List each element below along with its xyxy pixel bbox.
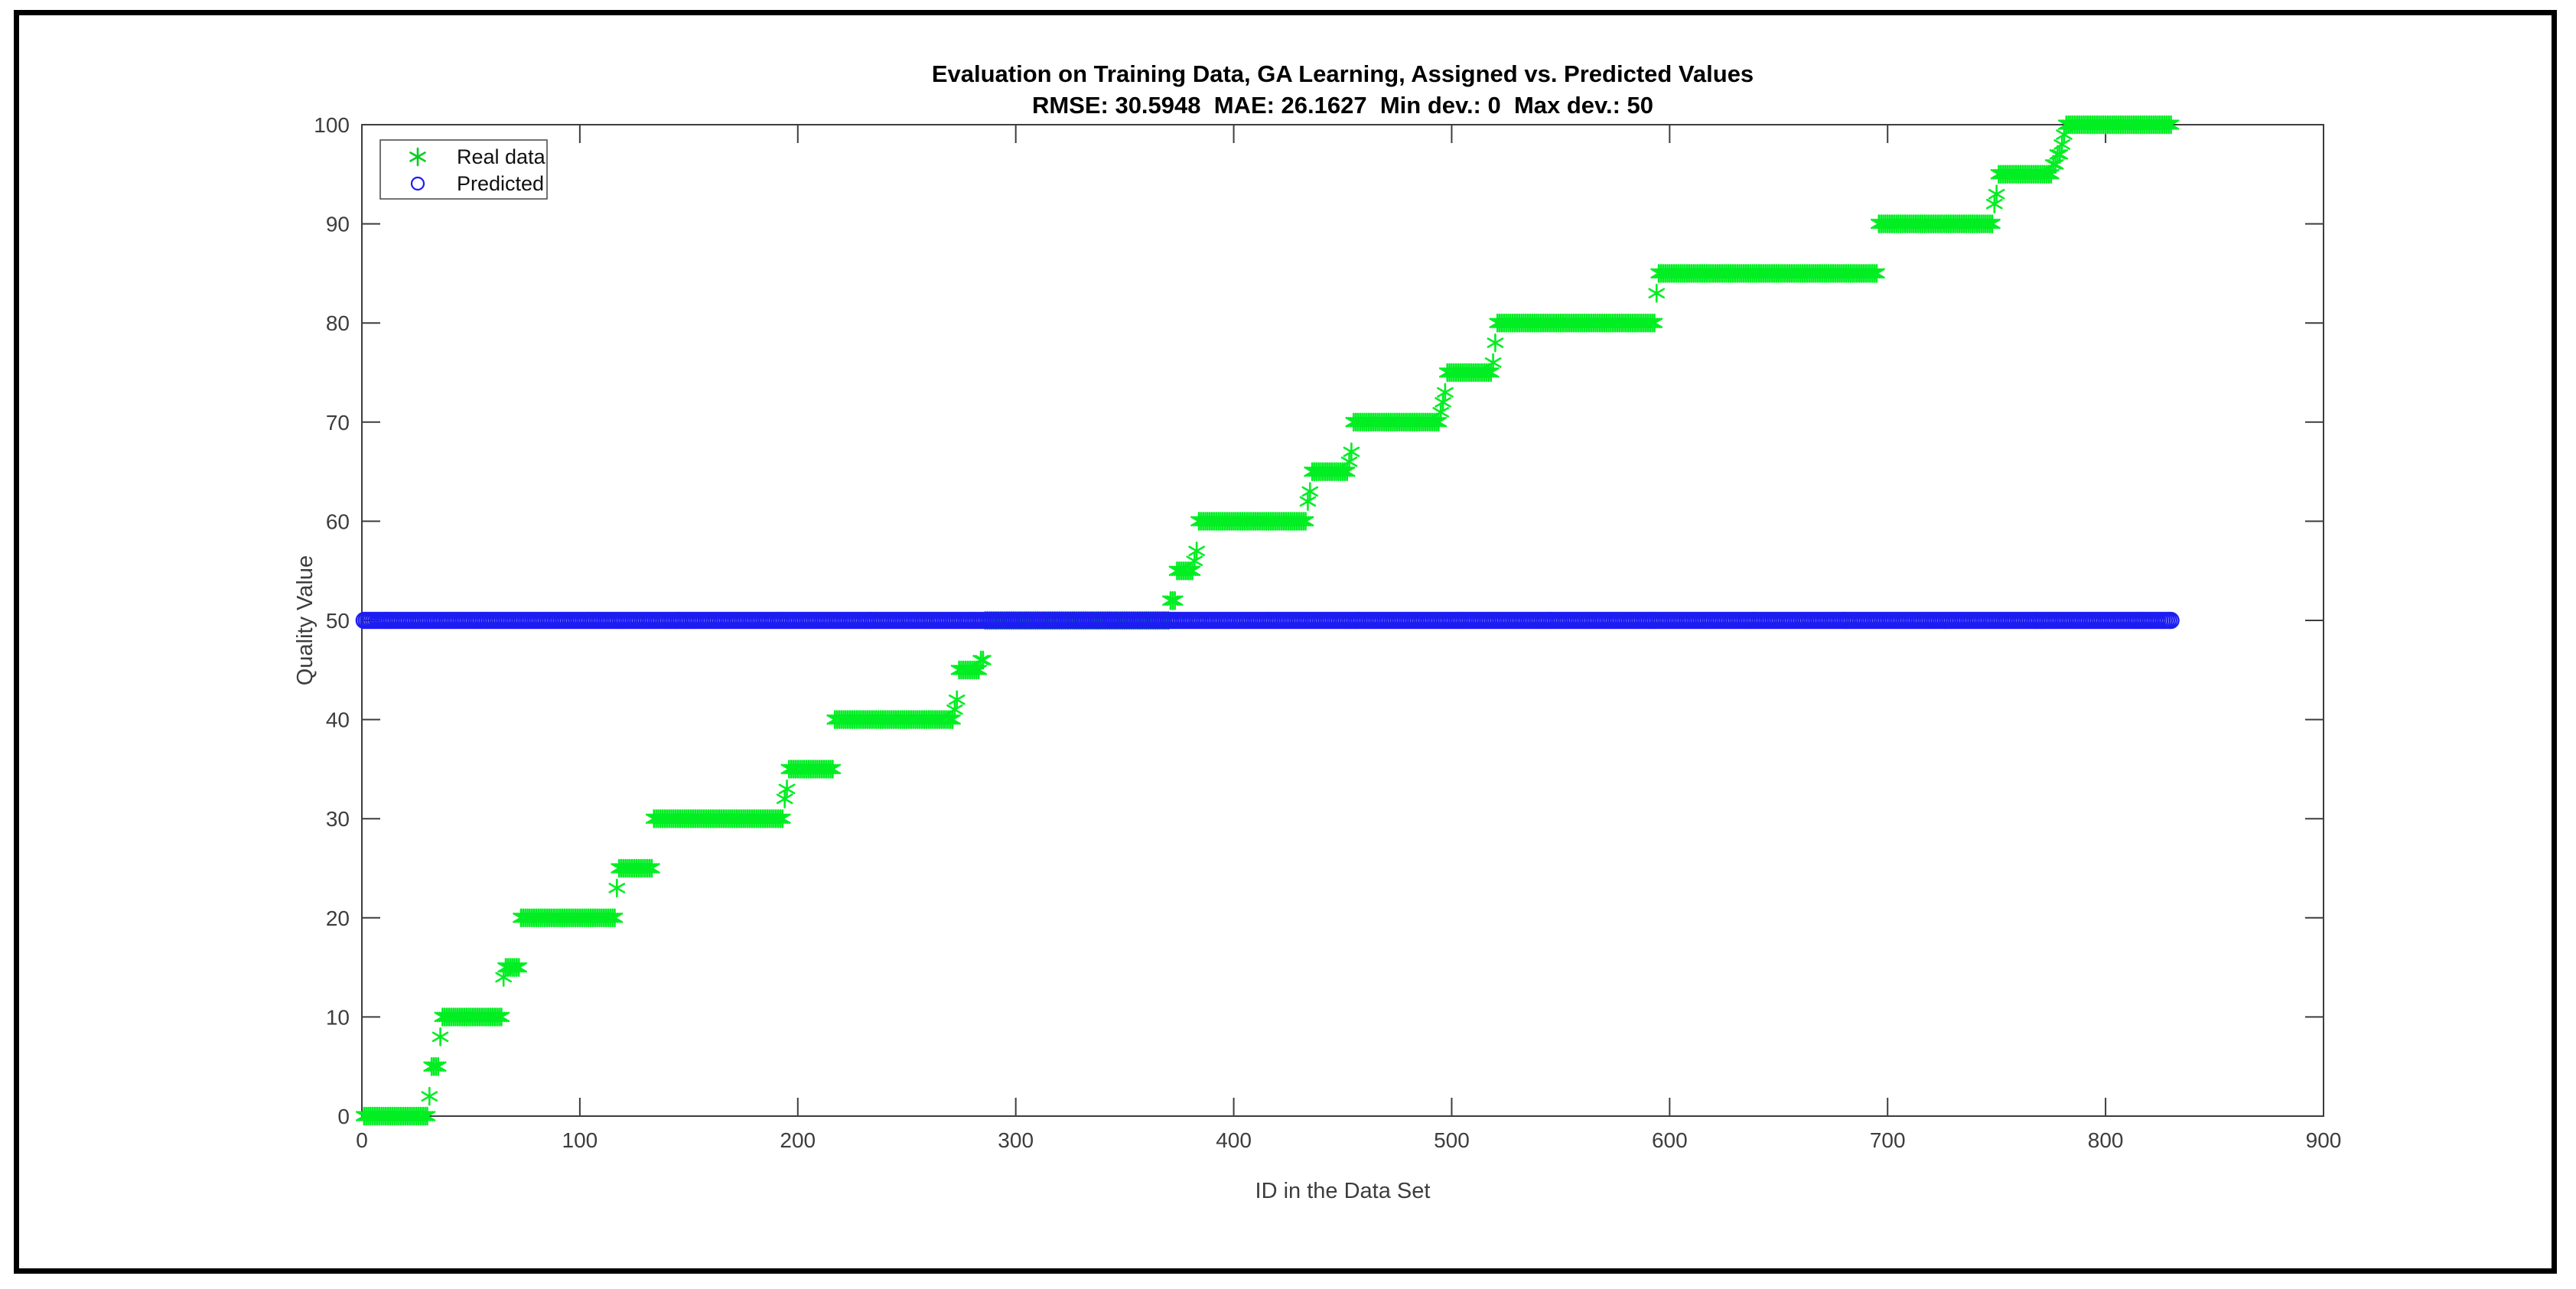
y-tick-label: 100 [314, 113, 350, 137]
y-tick-label: 50 [326, 609, 350, 633]
x-tick-label: 800 [2088, 1128, 2124, 1152]
y-tick-label: 90 [326, 213, 350, 236]
x-tick-label: 300 [998, 1128, 1034, 1152]
chart-title: Evaluation on Training Data, GA Learning… [932, 60, 1754, 87]
y-tick-label: 0 [337, 1105, 350, 1128]
x-tick-label: 400 [1216, 1128, 1252, 1152]
y-tick-label: 70 [326, 411, 350, 435]
y-tick-label: 80 [326, 311, 350, 335]
x-tick-label: 100 [562, 1128, 598, 1152]
legend-label: Predicted [457, 172, 544, 195]
predicted-series [355, 611, 2180, 630]
x-tick-label: 500 [1434, 1128, 1470, 1152]
y-tick-label: 10 [326, 1005, 350, 1029]
y-tick-label: 60 [326, 509, 350, 533]
y-tick-label: 30 [326, 807, 350, 831]
y-tick-label: 20 [326, 907, 350, 930]
x-tick-label: 700 [1870, 1128, 1906, 1152]
legend-entry-real-data: Real data [409, 145, 546, 168]
legend-label: Real data [457, 145, 546, 168]
legend: Real data Predicted [379, 139, 548, 200]
y-axis-label: Quality Value [293, 555, 318, 685]
x-axis-label: ID in the Data Set [1255, 1179, 1431, 1203]
legend-box [379, 139, 548, 200]
x-tick-label: 900 [2306, 1128, 2342, 1152]
circle-marker-icon [410, 176, 425, 191]
legend-entry-predicted: Predicted [410, 172, 544, 195]
x-tick-label: 600 [1652, 1128, 1688, 1152]
axis-tick-labels: 0 100 200 300 400 500 600 700 800 900 0 10 20 30 40 50 6… [314, 113, 2341, 1152]
chart-subtitle: RMSE: 30.5948 MAE: 26.1627 Min dev.: 0 M… [1032, 92, 1653, 119]
x-tick-label: 0 [356, 1128, 368, 1152]
plot-box [361, 124, 2324, 1117]
x-tick-label: 200 [780, 1128, 816, 1152]
y-tick-label: 40 [326, 708, 350, 732]
